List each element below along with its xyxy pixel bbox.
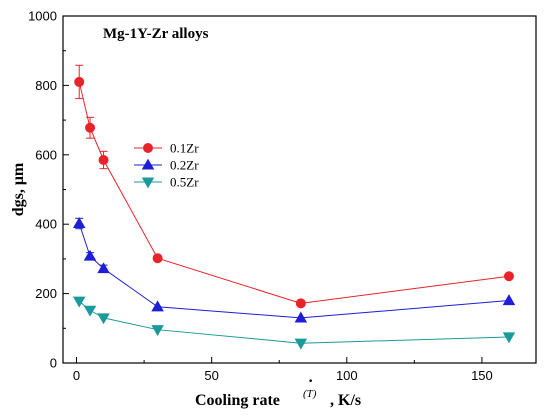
y-tick-label: 400 — [35, 217, 57, 232]
legend-item: 0.5Zr — [134, 175, 199, 190]
data-point — [295, 298, 306, 309]
x-axis-title-superscript: (T) — [303, 388, 317, 400]
legend-marker — [141, 158, 155, 170]
x-axis-title-unit: , K/s — [330, 392, 361, 409]
plot-frame — [62, 15, 537, 364]
data-point — [83, 249, 97, 261]
data-point — [294, 338, 308, 350]
chart-annotation: Mg-1Y-Zr alloys — [103, 26, 209, 42]
data-point — [152, 253, 163, 264]
ticks-layer: 0 50 100 150 0 200 400 600 800 1000 — [28, 9, 493, 384]
y-tick-label: 800 — [35, 78, 57, 93]
y-tick-label: 1000 — [28, 9, 57, 24]
data-point — [98, 155, 109, 166]
x-tick-label: 100 — [336, 368, 358, 383]
legend-marker — [143, 143, 153, 153]
series-0-2zr — [72, 217, 516, 323]
data-point — [74, 76, 85, 87]
data-point — [97, 313, 110, 325]
legend-item: 0.1Zr — [134, 141, 199, 156]
data-point — [151, 325, 164, 337]
series-line — [78, 81, 510, 304]
data-point — [72, 296, 86, 308]
series-layer — [72, 64, 516, 350]
series-0-5zr — [72, 296, 516, 350]
x-tick-label: 50 — [204, 368, 218, 383]
legend-item: 0.2Zr — [134, 158, 199, 173]
legend: 0.1Zr 0.2Zr 0.5Zr — [134, 141, 199, 190]
y-axis-title: dgs, μm — [10, 162, 27, 216]
legend-label: 0.1Zr — [170, 141, 199, 156]
data-point — [294, 311, 308, 323]
legend-marker — [141, 177, 155, 189]
x-axis-title: Cooling rate — [195, 392, 280, 409]
x-axis-title-dot: · — [308, 373, 313, 390]
data-point — [97, 262, 110, 274]
y-tick-label: 0 — [50, 356, 57, 371]
y-tick-label: 200 — [35, 286, 57, 301]
data-point — [502, 294, 516, 306]
y-tick-label: 600 — [35, 147, 57, 162]
x-tick-label: 0 — [73, 368, 80, 383]
legend-label: 0.2Zr — [170, 158, 199, 173]
data-point — [83, 305, 97, 317]
legend-label: 0.5Zr — [170, 175, 199, 190]
series-line — [78, 300, 509, 344]
x-tick-label: 150 — [471, 368, 493, 383]
series-0-1zr — [74, 64, 514, 309]
data-point — [502, 332, 516, 344]
data-point — [72, 217, 86, 229]
series-line — [78, 223, 510, 319]
data-point — [85, 122, 96, 133]
data-point — [503, 271, 514, 282]
data-point — [151, 300, 164, 312]
